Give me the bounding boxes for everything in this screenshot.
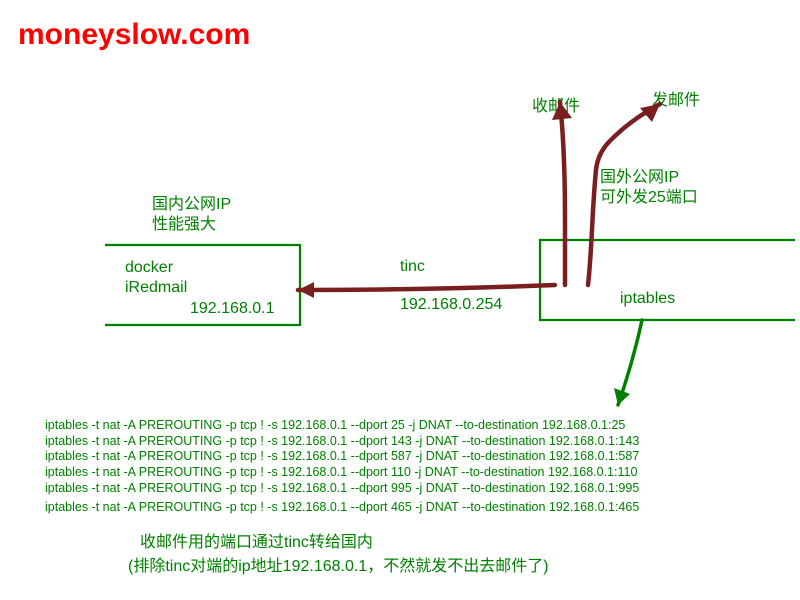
receive-mail-arrow — [560, 102, 565, 285]
send-mail-arrow — [588, 104, 660, 285]
left-box — [105, 245, 300, 325]
tinc-arrow — [298, 285, 555, 290]
right-box — [540, 240, 795, 320]
diagram-svg — [0, 0, 800, 600]
receive-mail-arrow-head — [552, 102, 572, 120]
